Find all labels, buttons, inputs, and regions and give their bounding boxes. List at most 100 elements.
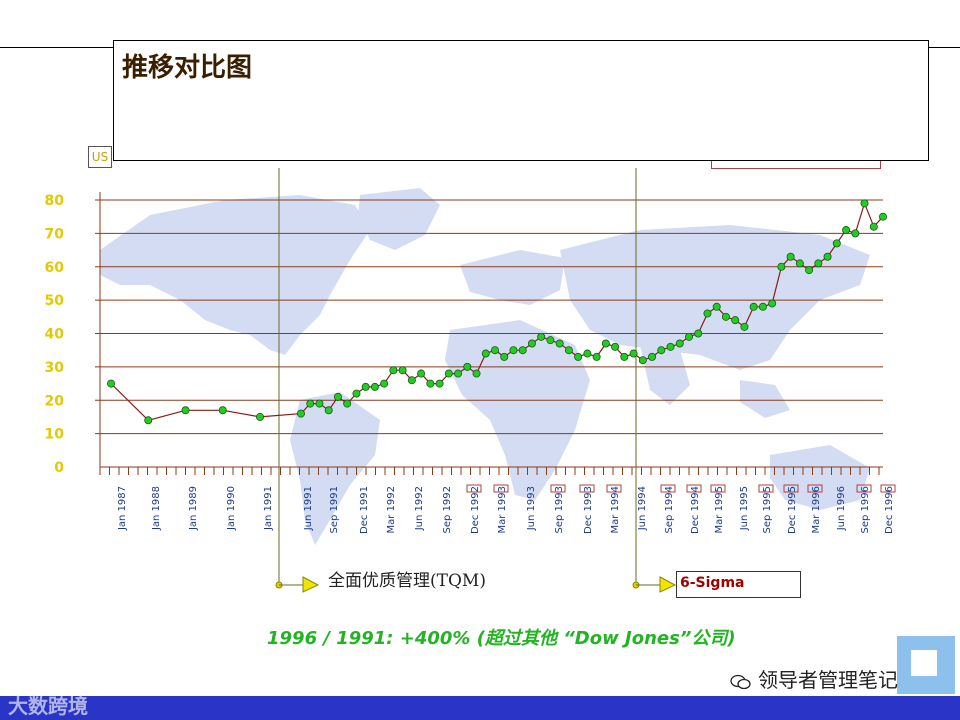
x-tick-label: Jun 1991 <box>303 486 314 531</box>
data-point <box>218 406 227 415</box>
data-point <box>823 252 832 261</box>
x-tick-label: Sep 1996 <box>860 486 871 533</box>
watermark-right: 领导者管理笔记 <box>730 664 898 693</box>
x-tick-label: Dec 1991 <box>359 486 370 534</box>
data-point <box>638 356 647 365</box>
data-point <box>740 322 749 331</box>
annotation-arrow-head <box>302 576 320 593</box>
data-point <box>361 382 370 391</box>
x-tick-label: Mar 1994 <box>610 486 621 534</box>
data-point <box>583 349 592 358</box>
chart-gridlines <box>95 199 883 435</box>
x-tick-label: Sep 1992 <box>442 486 453 533</box>
y-tick-label: 50 <box>45 293 65 309</box>
data-point <box>407 376 416 385</box>
data-point <box>343 399 352 408</box>
x-tick-label: Dec 1993 <box>583 486 594 534</box>
y-axis: 0 10 20 30 40 50 60 70 80 <box>45 192 101 476</box>
y-tick-label: 10 <box>45 427 65 443</box>
data-point <box>398 366 407 375</box>
data-point <box>481 349 490 358</box>
x-tick-box <box>783 484 799 493</box>
data-point <box>832 239 841 248</box>
x-tick-label: Jun 1993 <box>526 486 537 531</box>
growth-caption: 1996 / 1991: +400% (超过其他 “Dow Jones”公司) <box>267 628 736 649</box>
x-tick-box <box>660 484 676 493</box>
data-point <box>851 229 860 238</box>
corner-logo <box>897 636 955 694</box>
data-point <box>842 226 851 235</box>
data-point <box>389 366 398 375</box>
data-point <box>786 252 795 261</box>
x-tick-label: Jun 1996 <box>836 486 847 531</box>
data-point <box>675 339 684 348</box>
data-point <box>574 352 583 361</box>
x-tick-box <box>579 484 595 493</box>
data-point <box>518 346 527 355</box>
data-point <box>814 259 823 268</box>
data-point <box>869 222 878 231</box>
data-point <box>463 362 472 371</box>
x-tick-label: Jan 1988 <box>151 486 162 531</box>
data-point <box>795 259 804 268</box>
data-point <box>629 349 638 358</box>
wechat-icon <box>730 674 751 689</box>
sigma-annotation-label: 6-Sigma <box>680 575 745 591</box>
y-tick-label: 30 <box>45 360 65 376</box>
data-point <box>509 346 518 355</box>
x-tick-label: Sep 1994 <box>664 486 675 533</box>
data-point <box>444 369 453 378</box>
data-point <box>107 379 116 388</box>
y-tick-label: 80 <box>45 193 65 209</box>
currency-label: US <box>88 146 112 168</box>
x-tick-label: Dec 1994 <box>690 486 701 534</box>
data-point <box>712 302 721 311</box>
x-tick-label: Sep 1995 <box>762 486 773 533</box>
watermark-right-text: 领导者管理笔记 <box>758 668 898 692</box>
watermark-left: 大数跨境 <box>8 694 88 718</box>
data-point <box>527 339 536 348</box>
data-point <box>352 389 361 398</box>
data-point <box>306 399 315 408</box>
data-point <box>657 346 666 355</box>
data-point <box>472 369 481 378</box>
x-tick-box <box>550 484 566 493</box>
y-tick-label: 60 <box>45 260 65 276</box>
data-point <box>777 262 786 271</box>
data-point <box>537 332 546 341</box>
x-tick-box <box>686 484 702 493</box>
data-point <box>860 199 869 208</box>
data-point <box>426 379 435 388</box>
x-tick-label: Mar 1996 <box>811 486 822 534</box>
data-point <box>144 416 153 425</box>
x-tick-label: Mar 1995 <box>714 486 725 534</box>
data-point <box>694 329 703 338</box>
data-point <box>315 399 324 408</box>
annotation-arrow-head <box>659 576 677 593</box>
y-tick-label: 40 <box>45 327 65 343</box>
x-tick-box <box>493 484 509 493</box>
page-title: 推移对比图 <box>122 53 253 83</box>
data-point <box>749 302 758 311</box>
sigma-annotation-box: 6-Sigma <box>676 571 801 598</box>
data-point <box>685 332 694 341</box>
y-tick-label: 70 <box>45 226 65 242</box>
legend-frame <box>711 158 881 169</box>
x-tick-label: Jan 1990 <box>226 486 237 531</box>
data-point <box>620 352 629 361</box>
data-point <box>611 342 620 351</box>
x-tick-label: Sep 1993 <box>554 486 565 533</box>
x-tick-label: Dec 1996 <box>884 486 895 534</box>
data-point <box>703 309 712 318</box>
data-point <box>296 409 305 418</box>
data-point <box>454 369 463 378</box>
x-tick-label: Mar 1992 <box>386 486 397 534</box>
x-tick-box <box>807 484 823 493</box>
data-point <box>555 339 564 348</box>
y-tick-label: 0 <box>54 460 64 476</box>
data-point <box>758 302 767 311</box>
annotation-lines <box>275 168 677 593</box>
x-tick-box <box>758 484 774 493</box>
tqm-annotation-label: 全面优质管理(TQM) <box>328 571 486 591</box>
